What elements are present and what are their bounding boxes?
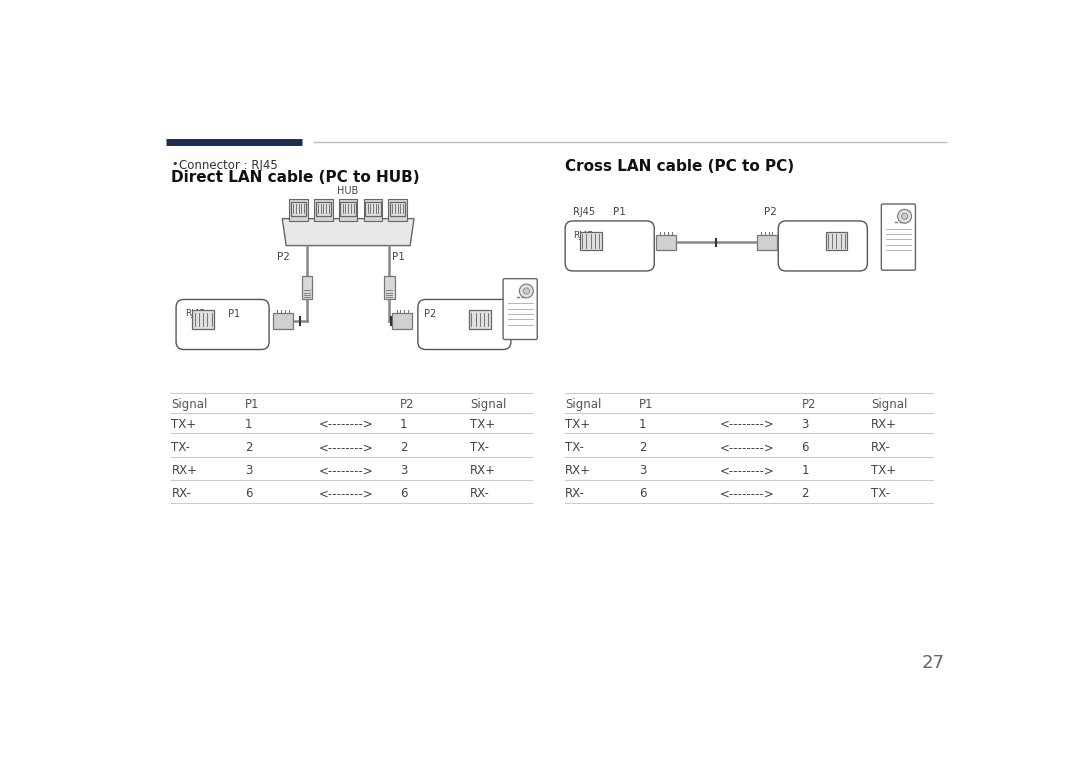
Text: Connector : RJ45: Connector : RJ45 xyxy=(179,159,278,172)
Circle shape xyxy=(524,288,529,294)
Bar xyxy=(339,199,357,221)
Text: Signal: Signal xyxy=(565,398,602,411)
Text: P1: P1 xyxy=(392,252,404,262)
Text: Signal: Signal xyxy=(172,398,207,411)
Text: •: • xyxy=(172,159,178,169)
Text: 1: 1 xyxy=(400,418,407,431)
Text: P1: P1 xyxy=(638,398,653,411)
Text: Signal: Signal xyxy=(470,398,507,411)
Text: 1: 1 xyxy=(245,418,253,431)
FancyBboxPatch shape xyxy=(418,299,511,349)
Circle shape xyxy=(519,284,534,298)
Text: 2: 2 xyxy=(638,441,646,454)
FancyBboxPatch shape xyxy=(176,299,269,349)
Bar xyxy=(390,201,405,215)
Text: 2: 2 xyxy=(801,488,809,501)
Text: 3: 3 xyxy=(245,464,253,477)
Text: <-------->: <--------> xyxy=(319,464,374,477)
Text: P2: P2 xyxy=(278,252,291,262)
Text: <-------->: <--------> xyxy=(720,441,774,454)
Text: 3: 3 xyxy=(400,464,407,477)
Bar xyxy=(365,201,380,215)
Text: P1: P1 xyxy=(245,398,259,411)
Text: <-------->: <--------> xyxy=(319,418,374,431)
Text: 6: 6 xyxy=(801,441,809,454)
Text: RX-: RX- xyxy=(172,488,191,501)
Text: <-------->: <--------> xyxy=(319,441,374,454)
Text: <-------->: <--------> xyxy=(720,418,774,431)
Text: P2: P2 xyxy=(424,310,436,320)
Bar xyxy=(273,314,293,329)
Text: <-------->: <--------> xyxy=(720,464,774,477)
Bar xyxy=(757,235,777,250)
Text: 1: 1 xyxy=(801,464,809,477)
Text: 6: 6 xyxy=(638,488,646,501)
Text: RJ45: RJ45 xyxy=(186,310,205,318)
Text: P2: P2 xyxy=(400,398,415,411)
Text: RX-: RX- xyxy=(565,488,585,501)
Bar xyxy=(291,201,307,215)
FancyBboxPatch shape xyxy=(503,278,537,340)
Text: Cross LAN cable (PC to PC): Cross LAN cable (PC to PC) xyxy=(565,159,794,173)
Text: RX-: RX- xyxy=(470,488,489,501)
Polygon shape xyxy=(282,219,414,246)
Text: RX+: RX+ xyxy=(172,464,198,477)
Text: 2: 2 xyxy=(245,441,253,454)
Text: P1: P1 xyxy=(613,207,625,217)
Text: Direct LAN cable (PC to HUB): Direct LAN cable (PC to HUB) xyxy=(172,170,420,185)
Circle shape xyxy=(902,213,907,220)
Text: TX-: TX- xyxy=(470,441,489,454)
Text: <-------->: <--------> xyxy=(319,488,374,501)
Bar xyxy=(340,201,356,215)
Text: TX+: TX+ xyxy=(470,418,495,431)
Text: Signal: Signal xyxy=(872,398,907,411)
Text: TX-: TX- xyxy=(565,441,584,454)
Text: TX-: TX- xyxy=(872,488,890,501)
Bar xyxy=(192,311,214,329)
Bar xyxy=(289,199,308,221)
Bar xyxy=(392,314,413,329)
Text: 27: 27 xyxy=(922,654,945,671)
Text: 1: 1 xyxy=(638,418,646,431)
Bar xyxy=(383,276,394,299)
Circle shape xyxy=(897,209,912,224)
Text: 2: 2 xyxy=(400,441,407,454)
Text: RX+: RX+ xyxy=(872,418,897,431)
Text: 6: 6 xyxy=(245,488,253,501)
Text: RX+: RX+ xyxy=(565,464,591,477)
Text: RX-: RX- xyxy=(872,441,891,454)
FancyBboxPatch shape xyxy=(779,221,867,271)
FancyBboxPatch shape xyxy=(565,221,654,271)
Bar xyxy=(301,276,312,299)
Text: HUB: HUB xyxy=(337,185,359,195)
Bar xyxy=(825,232,847,250)
Text: TX+: TX+ xyxy=(565,418,591,431)
Bar xyxy=(389,199,407,221)
Text: TX+: TX+ xyxy=(172,418,197,431)
Text: P2: P2 xyxy=(801,398,816,411)
Bar xyxy=(314,199,333,221)
Text: P1: P1 xyxy=(228,310,240,320)
Text: TX+: TX+ xyxy=(872,464,896,477)
Text: RJ45: RJ45 xyxy=(572,207,595,217)
FancyBboxPatch shape xyxy=(881,204,916,270)
Bar xyxy=(315,201,332,215)
Text: RX+: RX+ xyxy=(470,464,496,477)
Bar xyxy=(364,199,382,221)
Text: 3: 3 xyxy=(801,418,809,431)
Text: TX-: TX- xyxy=(172,441,190,454)
Text: 3: 3 xyxy=(638,464,646,477)
Bar xyxy=(656,235,676,250)
Text: <-------->: <--------> xyxy=(720,488,774,501)
Text: RJ45: RJ45 xyxy=(572,231,593,240)
Bar xyxy=(469,311,490,329)
Text: 6: 6 xyxy=(400,488,407,501)
Text: P2: P2 xyxy=(764,207,777,217)
Bar xyxy=(580,232,602,250)
